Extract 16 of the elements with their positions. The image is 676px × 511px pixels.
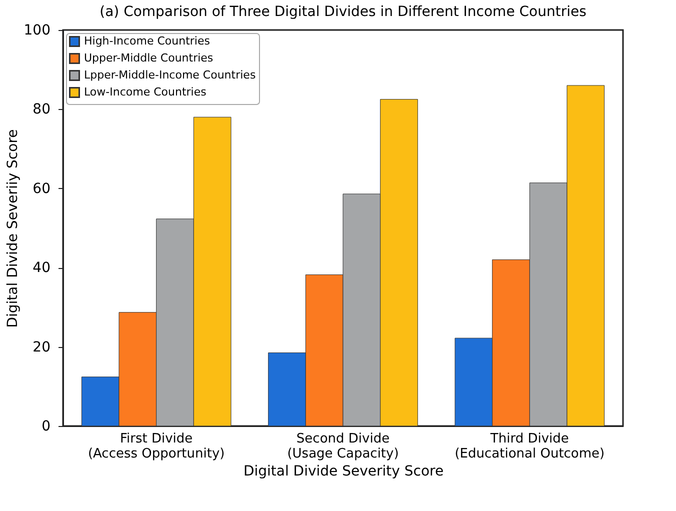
legend-label: Low-Income Countries	[84, 86, 207, 98]
y-tick-label: 0	[42, 418, 50, 434]
legend-label: Upper-Middle Countries	[84, 52, 214, 64]
y-tick-label: 100	[24, 22, 50, 38]
y-tick-label: 80	[32, 102, 50, 118]
x-tick-label: First Divide (Access Opportunity)	[88, 432, 225, 462]
x-axis-title: Digital Divide Severity Score	[243, 464, 444, 480]
chart-title: (a) Comparison of Three Digital Divides in Different Income Countries	[100, 4, 586, 20]
legend-label: High-Income Countries	[84, 34, 210, 48]
y-tick-label: 40	[32, 260, 50, 276]
y-axis-title: Digital Divide Severiiy Score	[4, 129, 21, 328]
x-tick-label: Third Divide (Educational Outcome)	[454, 432, 605, 462]
x-tick-label: Second Divide (Usage Capacity)	[287, 432, 399, 462]
y-tick-label: 60	[32, 180, 50, 197]
y-tick-label: 20	[32, 339, 50, 356]
legend-label: Lpper-Middle-Income Countries	[84, 68, 256, 82]
